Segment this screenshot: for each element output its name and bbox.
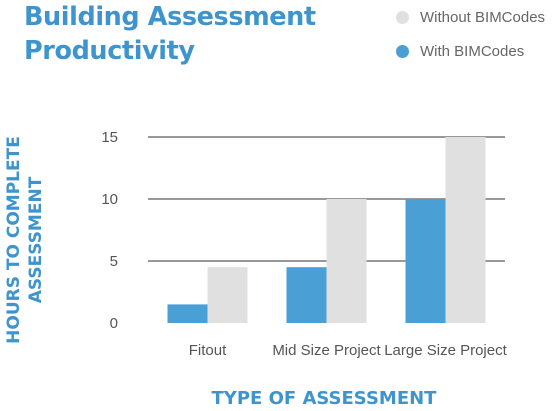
- y-tick-label: 0: [110, 315, 118, 332]
- x-tick-label: Large Size Project: [384, 342, 507, 359]
- bar: [167, 304, 208, 323]
- y-axis-label-line-1: HOURS TO COMPLETE: [4, 136, 24, 344]
- x-tick-label: Fitout: [189, 342, 227, 359]
- bar: [445, 137, 486, 323]
- bar: [207, 267, 248, 323]
- legend-label-without: Without BIMCodes: [420, 8, 546, 26]
- y-tick-label: 5: [110, 253, 118, 270]
- bar: [286, 267, 327, 323]
- y-tick-label: 15: [101, 129, 118, 146]
- bar: [405, 199, 446, 323]
- legend-dot-with-icon: [396, 44, 409, 58]
- legend-label-with: With BIMCodes: [420, 42, 525, 60]
- chart-title-line-1: Building Assessment: [24, 2, 316, 32]
- chart-title-line-2: Productivity: [24, 36, 195, 66]
- chart-title: Building Assessment Productivity: [24, 0, 316, 68]
- x-axis-label: TYPE OF ASSESSMENT: [211, 388, 437, 409]
- y-axis-label-line-2: ASSESSMENT: [26, 176, 46, 303]
- legend-dot-without-icon: [396, 10, 409, 24]
- legend: Without BIMCodes With BIMCodes: [396, 4, 545, 72]
- bar: [326, 199, 367, 323]
- x-tick-label: Mid Size Project: [272, 342, 381, 359]
- y-tick-label: 10: [101, 191, 118, 208]
- legend-item-with: With BIMCodes: [396, 38, 545, 64]
- legend-item-without: Without BIMCodes: [396, 4, 545, 30]
